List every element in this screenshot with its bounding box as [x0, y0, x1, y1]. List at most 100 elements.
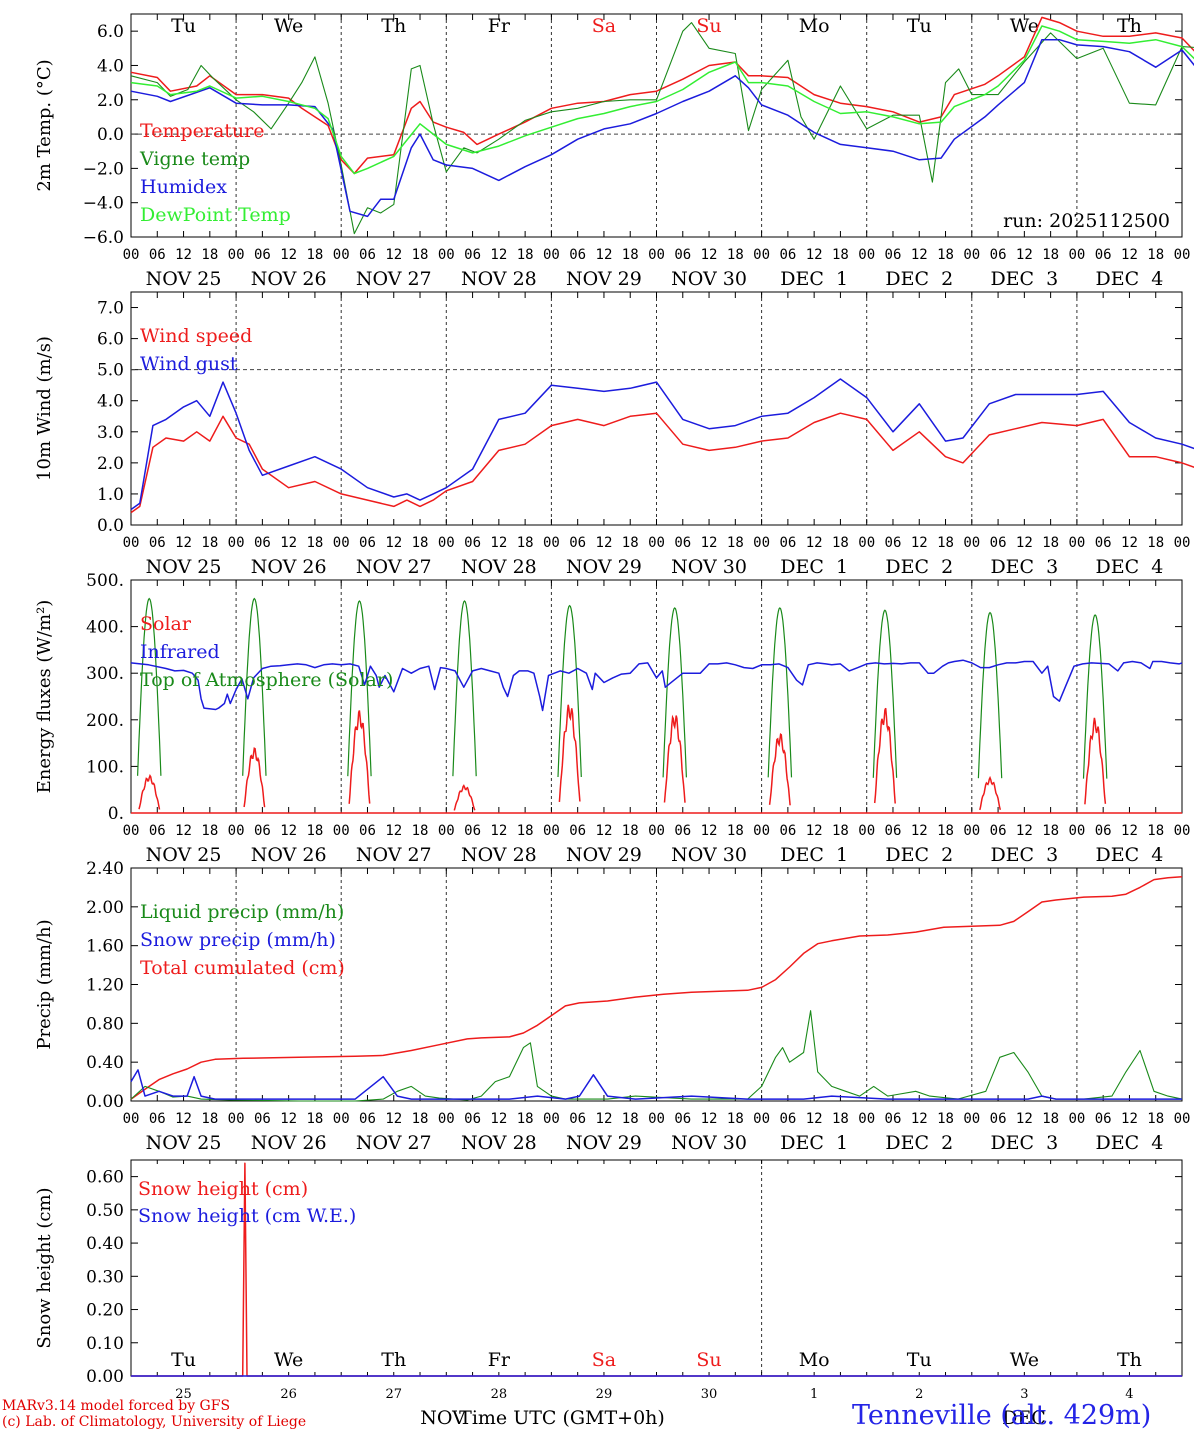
- date-label: NOV 25: [146, 556, 222, 578]
- hour-tick-label: 12: [175, 823, 192, 839]
- date-label: NOV 25: [146, 844, 222, 866]
- hour-tick-label: 06: [990, 535, 1007, 551]
- y-tick-label: 0.80: [86, 1014, 124, 1034]
- hour-tick-label: 06: [674, 535, 691, 551]
- hour-tick-label: 00: [858, 1111, 875, 1127]
- hour-tick-label: 18: [1147, 823, 1164, 839]
- date-label: NOV 27: [356, 844, 432, 866]
- date-label: NOV 28: [461, 268, 537, 290]
- toa-solar-line: [1082, 614, 1108, 779]
- legend-entry: Vigne temp: [139, 148, 250, 170]
- hour-tick-label: 06: [464, 535, 481, 551]
- y-tick-label: 400.: [86, 618, 124, 638]
- hour-tick-label: 18: [201, 535, 218, 551]
- hour-tick-label: 12: [806, 535, 823, 551]
- hour-tick-label: 06: [1095, 823, 1112, 839]
- hour-tick-label: 18: [306, 823, 323, 839]
- legend-entry: Liquid precip (mm/h): [140, 901, 344, 923]
- y-tick-label: 5.0: [97, 361, 124, 381]
- y-tick-label: 4.0: [97, 56, 124, 76]
- run-label: run: 2025112500: [1003, 210, 1170, 232]
- weekday-label: Th: [381, 15, 406, 37]
- hour-tick-label: 00: [333, 535, 350, 551]
- date-label: NOV 30: [671, 556, 747, 578]
- temperature-series: [130, 16, 1194, 175]
- credit-text: MARv3.14 model forced by GFS (c) Lab. of…: [2, 1398, 306, 1430]
- hour-tick-label: 12: [701, 535, 718, 551]
- weekday-label: Tu: [907, 15, 932, 37]
- hour-tick-label: 06: [990, 823, 1007, 839]
- hour-tick-label: 18: [306, 1111, 323, 1127]
- month-label-nov: NOV: [420, 1407, 466, 1429]
- hour-tick-label: 06: [254, 1111, 271, 1127]
- hour-tick-label: 18: [1147, 1111, 1164, 1127]
- weekday-label: Mo: [799, 1349, 830, 1371]
- date-label: NOV 29: [566, 1132, 642, 1154]
- hour-tick-label: 18: [201, 247, 218, 263]
- y-axis-title: Snow height (cm): [34, 1187, 55, 1348]
- legend-entry: Infrared: [140, 641, 220, 663]
- hour-tick-label: 12: [385, 1111, 402, 1127]
- hour-tick-label: 18: [412, 535, 429, 551]
- hour-tick-label: 18: [832, 247, 849, 263]
- hour-tick-label: 18: [937, 247, 954, 263]
- hour-tick-label: 18: [622, 247, 639, 263]
- hour-tick-label: 06: [569, 1111, 586, 1127]
- hour-tick-label: 18: [622, 1111, 639, 1127]
- hour-tick-label: 18: [517, 247, 534, 263]
- date-label: DEC 2: [885, 268, 953, 290]
- legend-entry: Snow height (cm): [138, 1178, 308, 1200]
- hour-tick-label: 12: [1016, 247, 1033, 263]
- date-label: DEC 4: [1096, 556, 1164, 578]
- hour-tick-label: 06: [1095, 535, 1112, 551]
- date-label: DEC 1: [780, 1132, 848, 1154]
- hour-tick-label: 18: [1042, 1111, 1059, 1127]
- hour-tick-label: 06: [149, 535, 166, 551]
- hour-tick-label: 06: [254, 535, 271, 551]
- dewpoint-temp-series: [130, 25, 1194, 175]
- toa-solar-line: [452, 600, 477, 777]
- hour-tick-label: 06: [464, 247, 481, 263]
- solar-line: [768, 732, 791, 806]
- hour-tick-label: 00: [963, 247, 980, 263]
- solar-line: [663, 714, 686, 803]
- hour-tick-label: 06: [779, 823, 796, 839]
- day-number-label: 25: [175, 1387, 192, 1402]
- hour-tick-label: 12: [280, 535, 297, 551]
- y-tick-label: 6.0: [97, 330, 124, 350]
- solar-line: [558, 704, 581, 802]
- weekday-label: Su: [696, 15, 721, 37]
- hour-tick-label: 06: [359, 1111, 376, 1127]
- hour-tick-label: 12: [596, 1111, 613, 1127]
- weekday-label: Sa: [592, 1349, 616, 1371]
- hour-tick-label: 00: [963, 535, 980, 551]
- humidex-series: [130, 38, 1194, 218]
- hour-tick-label: 12: [1016, 1111, 1033, 1127]
- hour-tick-label: 06: [990, 247, 1007, 263]
- hour-tick-label: 12: [911, 535, 928, 551]
- weekday-label: We: [274, 15, 303, 37]
- hour-tick-label: 12: [385, 535, 402, 551]
- hour-tick-label: 12: [385, 247, 402, 263]
- month-label-dec: DEC: [1002, 1407, 1046, 1429]
- date-label: DEC 2: [885, 844, 953, 866]
- hour-tick-label: 18: [1147, 535, 1164, 551]
- hour-tick-label: 06: [254, 247, 271, 263]
- date-label: DEC 3: [990, 1132, 1058, 1154]
- weekday-label: Th: [1117, 1349, 1142, 1371]
- legend-entry: Solar: [140, 613, 192, 635]
- y-tick-label: 0.30: [86, 1267, 124, 1287]
- hour-tick-label: 00: [123, 823, 140, 839]
- date-label: DEC 4: [1096, 844, 1164, 866]
- y-tick-label: 0.00: [86, 1092, 124, 1112]
- legend-entry: Total cumulated (cm): [140, 957, 345, 979]
- hour-tick-label: 18: [622, 535, 639, 551]
- y-tick-label: 2.0: [97, 91, 124, 111]
- hour-tick-label: 12: [1121, 823, 1138, 839]
- weekday-label: Fr: [488, 15, 511, 37]
- hour-tick-label: 18: [937, 823, 954, 839]
- hour-tick-label: 12: [701, 247, 718, 263]
- hour-tick-label: 18: [832, 1111, 849, 1127]
- station-name: Tenneville (alt. 429m): [852, 1400, 1152, 1431]
- date-label: NOV 28: [461, 844, 537, 866]
